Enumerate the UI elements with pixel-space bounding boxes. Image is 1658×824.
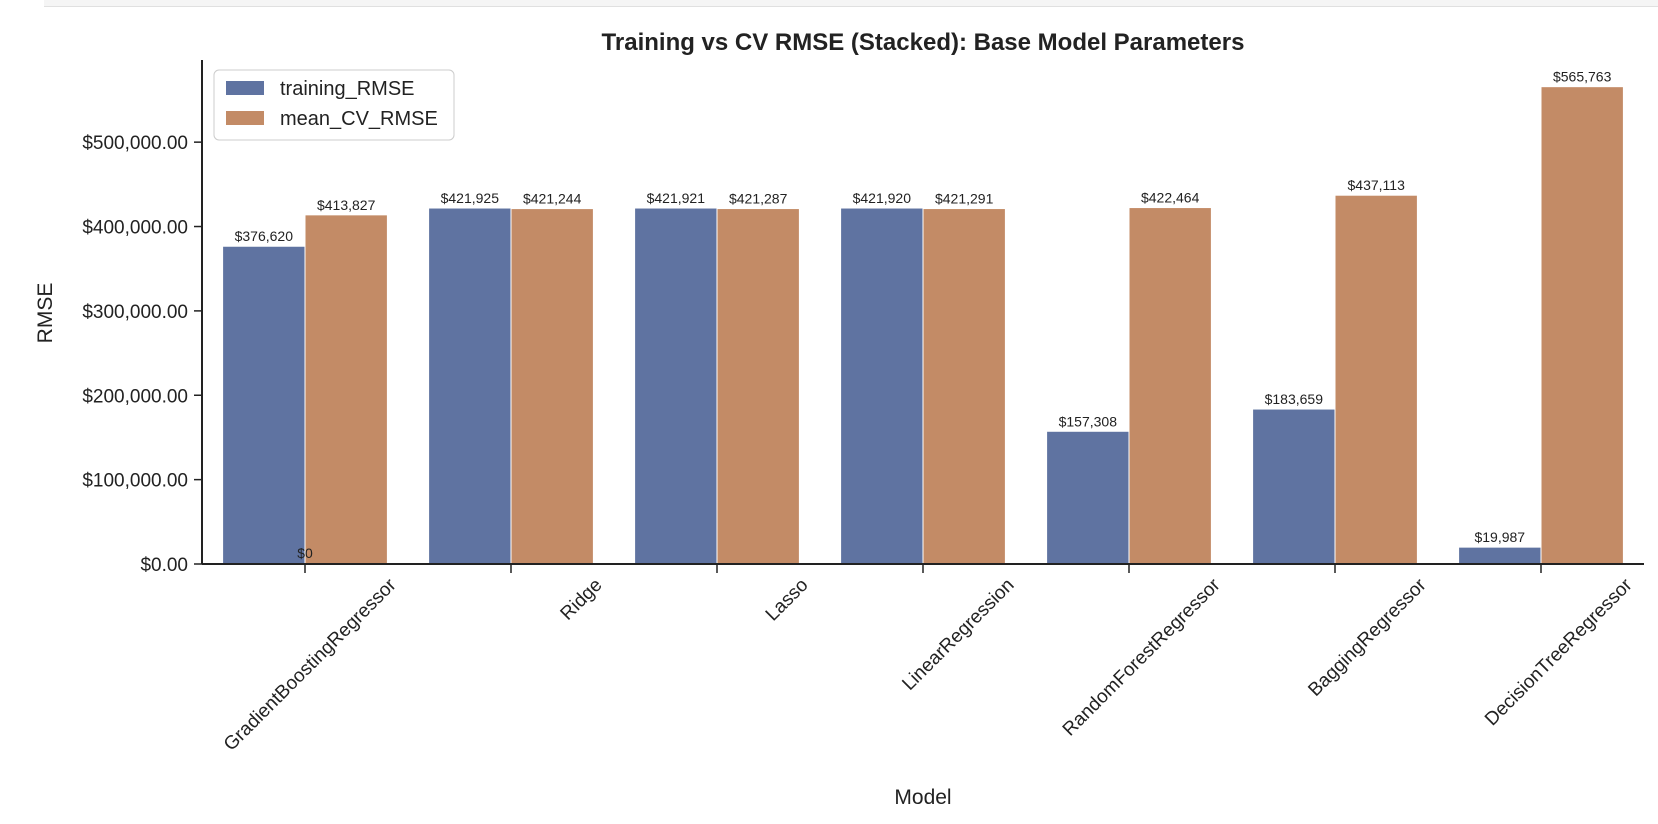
x-axis-label: Model bbox=[894, 786, 951, 809]
legend-swatch bbox=[226, 111, 264, 125]
x-tick-label: GradientBoostingRegressor bbox=[220, 574, 401, 755]
x-tick-label: DecisionTreeRegressor bbox=[1481, 574, 1637, 730]
y-tick-label: $0.00 bbox=[140, 555, 188, 576]
bar-value-label: $421,925 bbox=[441, 190, 500, 206]
bar-value-label: $19,987 bbox=[1474, 529, 1525, 545]
bar-value-label: $421,921 bbox=[647, 190, 706, 206]
bar-value-label: $157,308 bbox=[1059, 413, 1118, 429]
y-tick-label: $100,000.00 bbox=[82, 471, 188, 492]
y-tick-label: $500,000.00 bbox=[82, 133, 188, 154]
bar-mean-cv-rmse bbox=[922, 208, 1006, 565]
x-tick-label: RandomForestRegressor bbox=[1059, 574, 1225, 740]
bar-value-label: $421,920 bbox=[853, 190, 912, 206]
bar-training-rmse bbox=[222, 245, 306, 565]
bar-mean-cv-rmse bbox=[716, 208, 800, 565]
y-tick-label: $300,000.00 bbox=[82, 302, 188, 323]
bar-training-rmse bbox=[840, 207, 924, 565]
bar-mean-cv-rmse bbox=[304, 214, 388, 565]
x-tick-label: Lasso bbox=[762, 575, 813, 626]
y-axis-label: RMSE bbox=[34, 283, 57, 344]
legend-box bbox=[213, 69, 455, 141]
bar-value-label: $413,827 bbox=[317, 197, 376, 213]
bar-mean-cv-rmse bbox=[1128, 207, 1212, 565]
bar-value-label: $565,763 bbox=[1553, 69, 1612, 85]
bar-value-label: $437,113 bbox=[1348, 177, 1406, 193]
bar-training-rmse bbox=[634, 207, 718, 565]
chart-title: Training vs CV RMSE (Stacked): Base Mode… bbox=[602, 29, 1245, 56]
x-tick-label: Ridge bbox=[557, 575, 607, 625]
bar-value-label: $421,244 bbox=[523, 191, 582, 207]
bar-value-label: $183,659 bbox=[1265, 391, 1324, 407]
legend-label: training_RMSE bbox=[280, 78, 415, 100]
bar-mean-cv-rmse bbox=[1334, 194, 1418, 565]
bar-training-rmse bbox=[1046, 430, 1130, 565]
bar-training-rmse bbox=[1458, 546, 1542, 565]
x-tick-label: BaggingRegressor bbox=[1304, 574, 1431, 701]
legend-swatch bbox=[226, 81, 264, 95]
bar-training-rmse bbox=[428, 207, 512, 565]
bar-training-rmse bbox=[1252, 408, 1336, 565]
y-tick-label: $200,000.00 bbox=[82, 386, 188, 407]
legend-label: mean_CV_RMSE bbox=[280, 108, 438, 130]
cell-top-strip bbox=[44, 0, 1658, 7]
bar-value-label: $376,620 bbox=[235, 228, 294, 244]
zero-annotation: $0 bbox=[297, 545, 313, 561]
bar-mean-cv-rmse bbox=[510, 208, 594, 565]
y-tick-label: $400,000.00 bbox=[82, 218, 188, 239]
bar-value-label: $421,291 bbox=[935, 191, 994, 207]
bar-mean-cv-rmse bbox=[1540, 86, 1624, 565]
bar-value-label: $422,464 bbox=[1141, 190, 1200, 206]
x-tick-label: LinearRegression bbox=[898, 575, 1018, 695]
bar-value-label: $421,287 bbox=[729, 191, 788, 207]
